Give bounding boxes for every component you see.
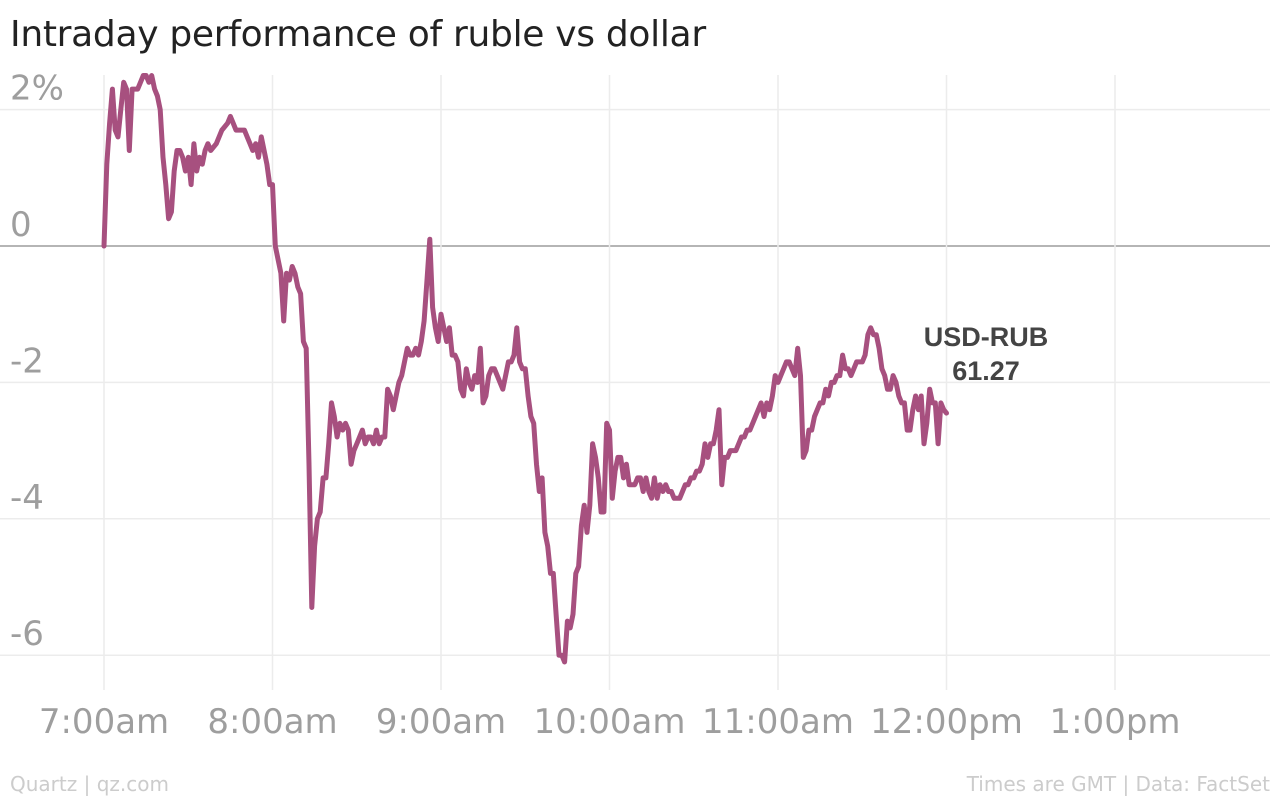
y-tick-label-3: -4	[10, 478, 44, 518]
series-layer	[101, 73, 949, 665]
x-tick-label-0: 7:00am	[39, 702, 169, 742]
y-tick-label-2: -2	[10, 341, 44, 381]
series-line-0	[101, 73, 949, 665]
annotation-line1: USD-RUB	[924, 322, 1049, 352]
x-tick-label-1: 8:00am	[207, 702, 337, 742]
annotation-line2: 61.27	[952, 356, 1020, 386]
footer-source: Quartz | qz.com	[10, 772, 169, 796]
x-tick-label-3: 10:00am	[534, 702, 686, 742]
x-tick-label-4: 11:00am	[702, 702, 854, 742]
y-axis-ticks: 2% 0 -2 -4 -6	[10, 69, 64, 655]
x-tick-label-6: 1:00pm	[1049, 702, 1180, 742]
x-tick-label-5: 12:00pm	[870, 702, 1023, 742]
x-tick-label-2: 9:00am	[376, 702, 506, 742]
y-tick-label-1: 0	[10, 205, 32, 245]
x-axis-ticks: 7:00am 8:00am 9:00am 10:00am 11:00am 12:00pm 1…	[39, 702, 1181, 742]
footer-credits: Times are GMT | Data: FactSet	[966, 772, 1270, 796]
chart-title: Intraday performance of ruble vs dollar	[10, 14, 706, 55]
y-tick-label-0: 2%	[10, 69, 64, 109]
y-tick-label-4: -6	[10, 614, 44, 654]
